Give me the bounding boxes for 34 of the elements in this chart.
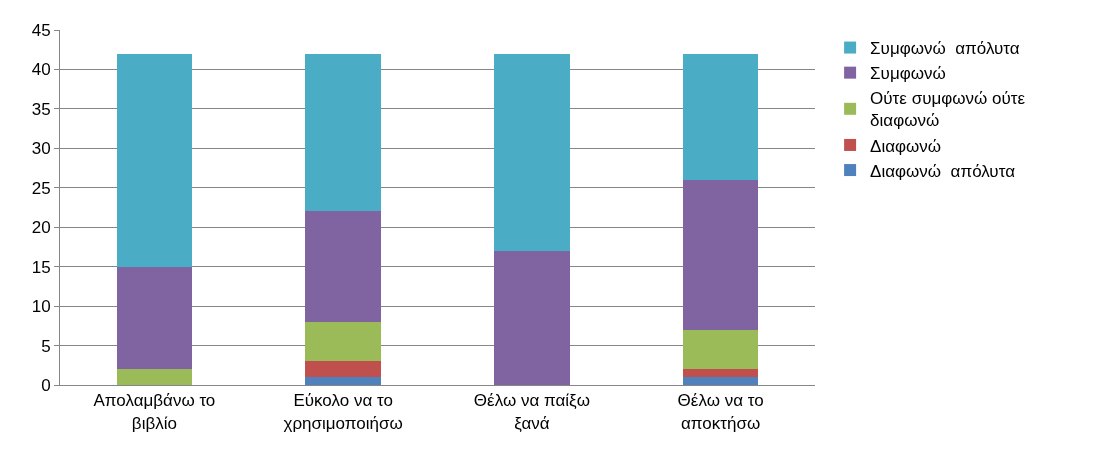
x-tick-label: Εύκολο να το χρησιμοποιήσω (283, 391, 403, 433)
bar (305, 361, 381, 378)
y-tick-label: 5 (41, 336, 51, 356)
bar (305, 211, 381, 322)
y-tick-label: 20 (31, 218, 51, 238)
y-tick-label: 30 (31, 139, 51, 159)
bar (116, 369, 193, 385)
bar (682, 369, 759, 378)
y-tick-label: 35 (31, 99, 51, 119)
y-tick-label: 0 (41, 375, 51, 395)
bar (116, 53, 193, 267)
legend-label: Διαφωνώ απόλυτα (870, 161, 1016, 181)
bar (682, 53, 759, 180)
x-tick-label: Θέλω να παίξω ξανά (473, 391, 590, 433)
y-tick-label: 25 (31, 178, 51, 198)
bar (305, 321, 381, 362)
bar (682, 377, 759, 385)
y-tick-label: 15 (31, 257, 51, 277)
legend-label: Συμφωνώ (870, 64, 946, 84)
bar (682, 179, 759, 330)
bar (305, 53, 381, 212)
x-tick-label: Απολαμβάνω το βιβλίο (93, 391, 216, 433)
y-tick-label: 40 (31, 60, 51, 80)
legend-label: Συμφωνώ απόλυτα (870, 39, 1020, 59)
x-tick-label: Θέλω να το αποκτήσω (677, 391, 764, 433)
y-tick-label: 45 (31, 20, 51, 40)
y-tick-label: 10 (31, 297, 51, 317)
bar (494, 53, 570, 251)
legend-label: Ούτε συμφωνώ ούτε διαφωνώ (870, 89, 1026, 131)
bar (494, 250, 570, 385)
bar (305, 377, 381, 385)
bar (682, 329, 759, 370)
bar (116, 266, 193, 370)
legend-label: Διαφωνώ (870, 136, 942, 156)
